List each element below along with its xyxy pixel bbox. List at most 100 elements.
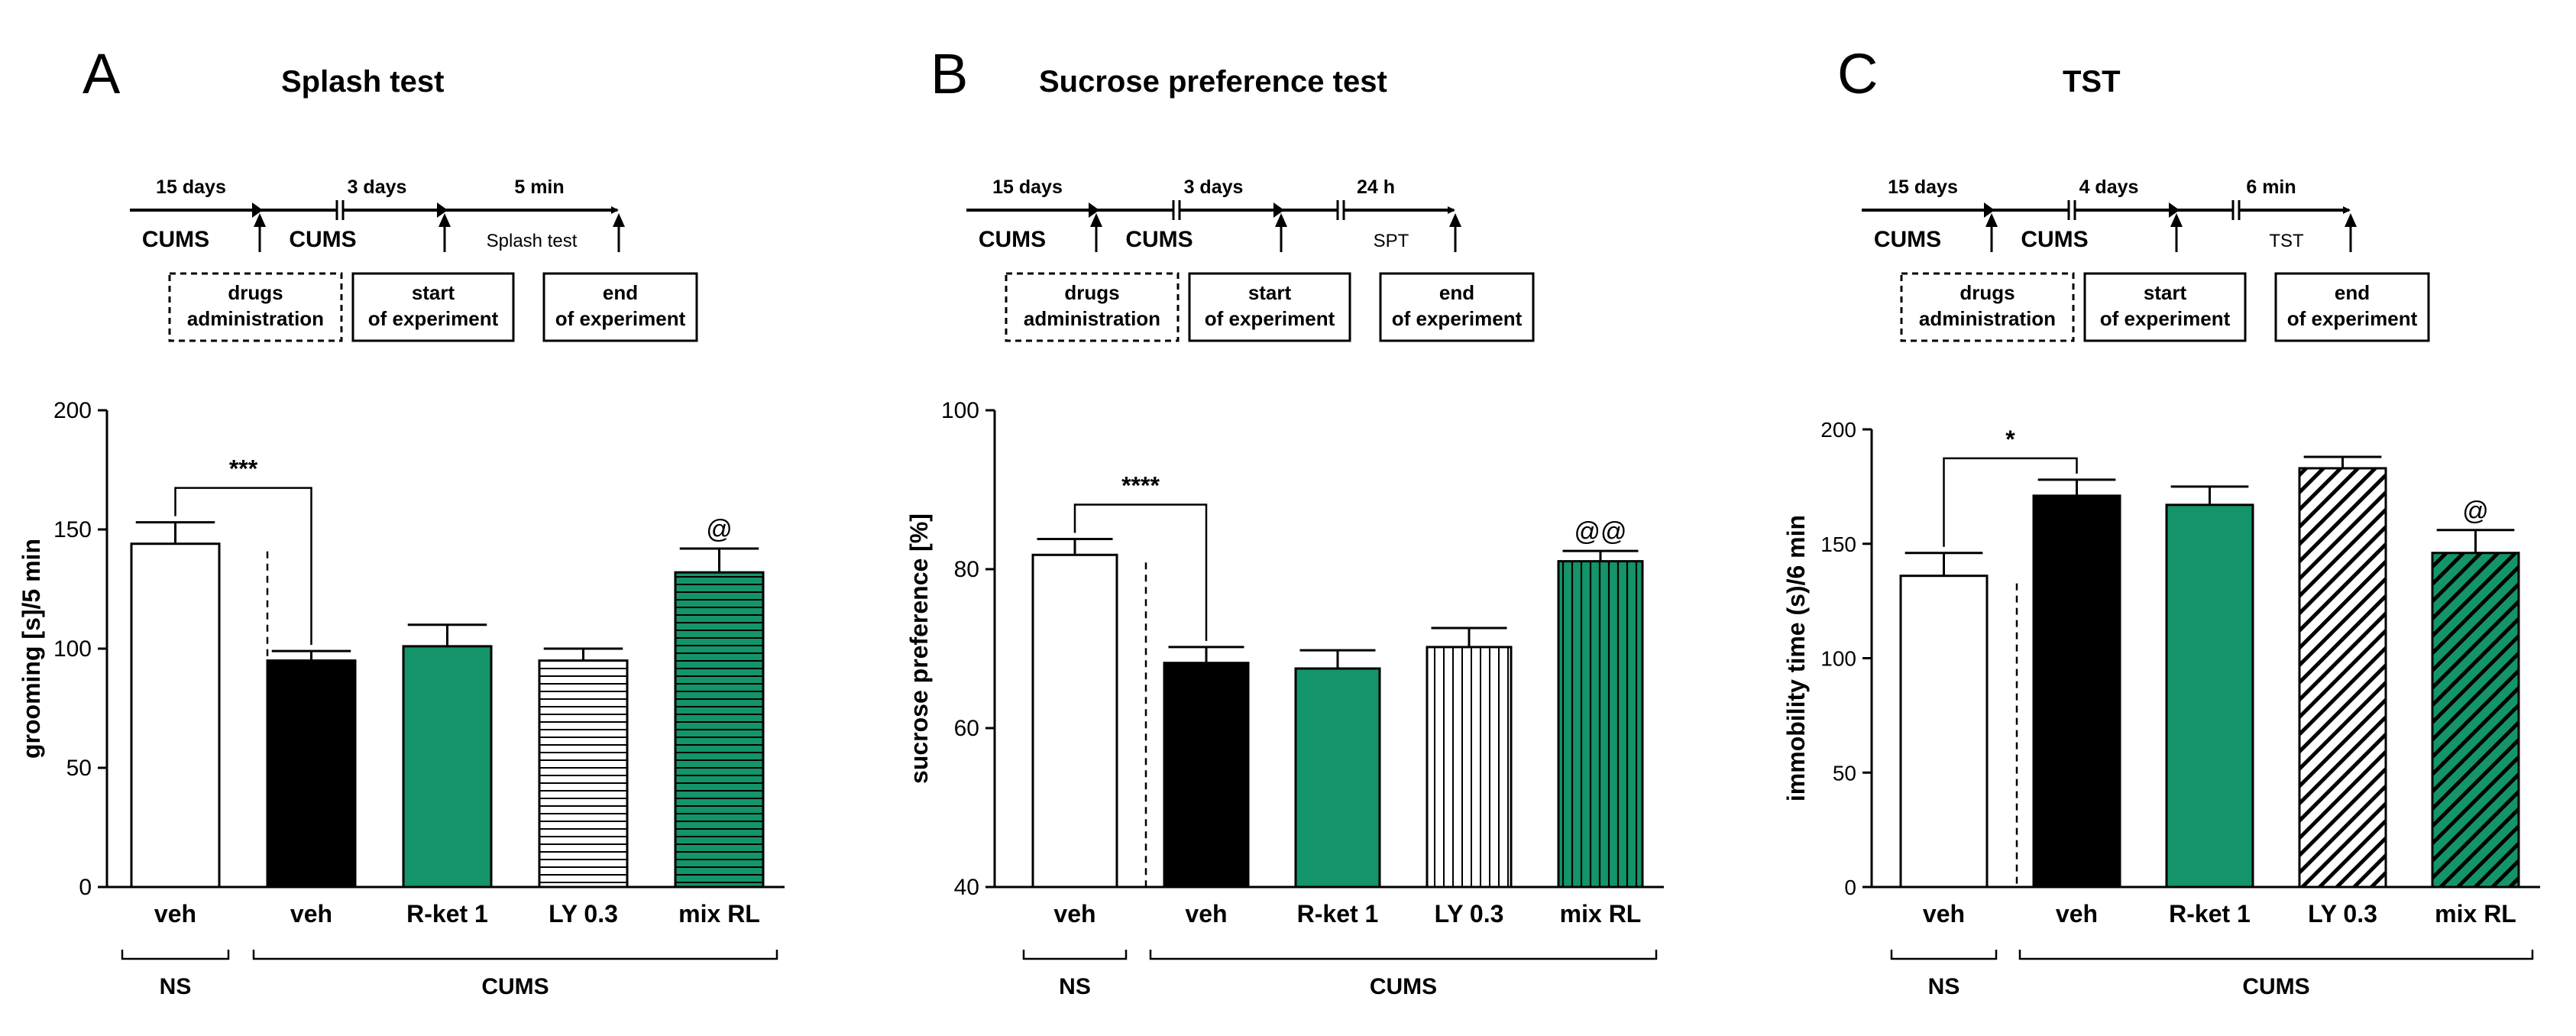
x-tick-label: veh bbox=[1185, 900, 1227, 928]
x-tick-label: veh bbox=[1923, 900, 1965, 928]
timeline-box-label: drugs bbox=[1960, 281, 2015, 304]
y-tick-label: 50 bbox=[1833, 761, 1856, 785]
timeline-duration: 3 days bbox=[348, 176, 407, 198]
x-tick-label: mix RL bbox=[1560, 900, 1642, 928]
timeline-duration: 15 days bbox=[1888, 176, 1958, 198]
timeline-box-label: of experiment bbox=[2287, 307, 2418, 330]
y-tick-label: 200 bbox=[53, 398, 92, 423]
timeline-box-label: administration bbox=[1024, 307, 1160, 330]
y-tick-label: 100 bbox=[1820, 647, 1856, 671]
timeline-box-label: start bbox=[2144, 281, 2187, 304]
timeline-phase: CUMS bbox=[142, 227, 209, 252]
timeline-box-label: of experiment bbox=[555, 307, 686, 330]
timeline-box-label: of experiment bbox=[2100, 307, 2231, 330]
bar-veh bbox=[266, 659, 357, 889]
group-label-ns: NS bbox=[1059, 974, 1091, 999]
timeline-box-label: end bbox=[603, 281, 638, 304]
significance-stars: *** bbox=[229, 455, 258, 483]
group-bracket-ns bbox=[1890, 950, 1998, 960]
y-tick-label: 60 bbox=[954, 716, 979, 741]
timeline-box-label: end bbox=[1439, 281, 1474, 304]
bar-r-ket-1 bbox=[402, 645, 493, 889]
timeline-box-label: drugs bbox=[1064, 281, 1119, 304]
panel-letter: B bbox=[930, 42, 968, 105]
bar-mix-rl bbox=[2431, 552, 2520, 889]
bar-r-ket-1 bbox=[2165, 503, 2254, 889]
timeline-phase: CUMS bbox=[289, 227, 356, 252]
y-tick-label: 150 bbox=[53, 517, 92, 542]
group-bracket-cums bbox=[1149, 950, 1658, 960]
significance-marker: @@ bbox=[1574, 517, 1626, 546]
panel-title: TST bbox=[2063, 65, 2121, 99]
y-tick-label: 40 bbox=[954, 875, 979, 900]
timeline-box bbox=[1005, 272, 1180, 342]
group-label-cums: CUMS bbox=[2242, 974, 2309, 999]
x-tick-label: LY 0.3 bbox=[549, 900, 618, 928]
bar-ns-veh bbox=[1031, 553, 1118, 889]
timeline-box bbox=[168, 272, 343, 342]
timeline: 15 days 3 days 5 min CUMS CUMS Splash test dru… bbox=[130, 176, 698, 342]
y-axis-label: grooming [s]/5 min bbox=[18, 539, 45, 759]
x-tick-label: veh bbox=[1053, 900, 1095, 928]
timeline-box bbox=[1188, 272, 1351, 342]
x-tick-label: veh bbox=[290, 900, 332, 928]
bar-chart: 0 50 100 150 200 immobility time (s)/6 min veh… bbox=[1782, 418, 2540, 999]
y-tick-label: 80 bbox=[954, 557, 979, 582]
bar-chart: 0 50 100 150 200 grooming [s]/5 min veh veh R-ke… bbox=[18, 398, 785, 999]
significance-marker: @ bbox=[706, 515, 733, 544]
timeline-phase: Splash test bbox=[487, 231, 578, 251]
x-tick-label: R-ket 1 bbox=[406, 900, 488, 928]
timeline-duration: 24 h bbox=[1357, 176, 1395, 198]
group-label-cums: CUMS bbox=[481, 974, 549, 999]
x-tick-label: veh bbox=[154, 900, 196, 928]
timeline-box bbox=[1900, 272, 2075, 342]
timeline-phase: CUMS bbox=[1125, 227, 1193, 252]
panel-title: Sucrose preference test bbox=[1039, 65, 1387, 99]
bar-ly-0-3 bbox=[538, 659, 629, 889]
significance-marker: @ bbox=[2462, 497, 2489, 526]
bar-mix-rl bbox=[1557, 560, 1644, 889]
significance-stars: * bbox=[2005, 426, 2015, 453]
timeline: 15 days 3 days 24 h CUMS CUMS SPT drugs adminis… bbox=[966, 176, 1535, 342]
timeline-box-label: start bbox=[412, 281, 455, 304]
timeline-box-label: of experiment bbox=[1392, 307, 1523, 330]
panel-letter: C bbox=[1837, 42, 1878, 105]
y-tick-label: 100 bbox=[941, 398, 979, 423]
significance-bracket bbox=[174, 487, 312, 646]
timeline-duration: 6 min bbox=[2246, 176, 2296, 198]
timeline-box-label: end bbox=[2335, 281, 2370, 304]
timeline-phase: TST bbox=[2269, 231, 2304, 251]
x-tick-label: R-ket 1 bbox=[2169, 900, 2251, 928]
timeline-box-label: administration bbox=[187, 307, 324, 330]
panel-C: C TST 15 days 4 days 6 min CUMS CUMS TST drugs ad… bbox=[1782, 42, 2540, 999]
bar-veh bbox=[1163, 662, 1250, 889]
bar-veh bbox=[2032, 494, 2121, 889]
significance-stars: **** bbox=[1121, 471, 1160, 499]
bar-mix-rl bbox=[674, 571, 765, 889]
timeline-box bbox=[1379, 272, 1535, 342]
group-bracket-cums bbox=[2018, 950, 2534, 960]
bar-r-ket-1 bbox=[1294, 667, 1381, 889]
x-tick-label: veh bbox=[2056, 900, 2098, 928]
timeline-box bbox=[542, 272, 698, 342]
group-label-ns: NS bbox=[160, 974, 192, 999]
bar-chart: 40 60 80 100 sucrose preference [%] veh veh R-k… bbox=[905, 398, 1664, 999]
timeline-duration: 3 days bbox=[1184, 176, 1244, 198]
timeline-duration: 5 min bbox=[514, 176, 564, 198]
y-tick-label: 0 bbox=[1844, 876, 1856, 899]
timeline-duration: 15 days bbox=[156, 176, 226, 198]
bar-ly-0-3 bbox=[2298, 467, 2387, 889]
timeline-box bbox=[351, 272, 515, 342]
y-tick-label: 100 bbox=[53, 636, 92, 662]
bar-ns-veh bbox=[130, 542, 221, 889]
timeline-box-label: start bbox=[1248, 281, 1292, 304]
group-label-cums: CUMS bbox=[1370, 974, 1437, 999]
y-tick-label: 50 bbox=[66, 756, 92, 781]
x-tick-label: LY 0.3 bbox=[2308, 900, 2377, 928]
timeline-phase: SPT bbox=[1374, 231, 1409, 251]
panel-A: A Splash test 15 days 3 days 5 min CUMS CUMS Sp… bbox=[18, 42, 785, 999]
bar-ly-0-3 bbox=[1426, 646, 1513, 889]
timeline-box bbox=[2083, 272, 2247, 342]
x-tick-label: LY 0.3 bbox=[1435, 900, 1504, 928]
